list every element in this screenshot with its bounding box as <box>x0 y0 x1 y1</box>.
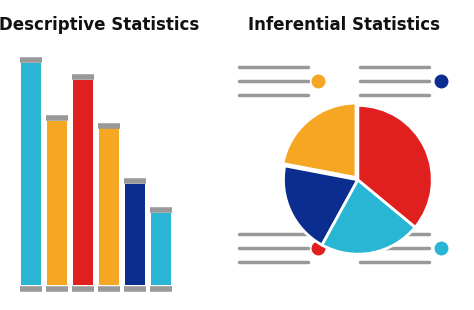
Wedge shape <box>283 166 358 245</box>
Wedge shape <box>283 103 356 178</box>
Wedge shape <box>358 105 432 227</box>
Bar <box>73 80 93 285</box>
Bar <box>125 184 145 285</box>
Bar <box>21 63 41 285</box>
Bar <box>99 128 119 285</box>
Text: Descriptive Statistics: Descriptive Statistics <box>0 16 200 33</box>
Bar <box>151 213 171 285</box>
Text: Inferential Statistics: Inferential Statistics <box>247 16 440 33</box>
Wedge shape <box>322 180 415 254</box>
Bar <box>47 121 67 285</box>
